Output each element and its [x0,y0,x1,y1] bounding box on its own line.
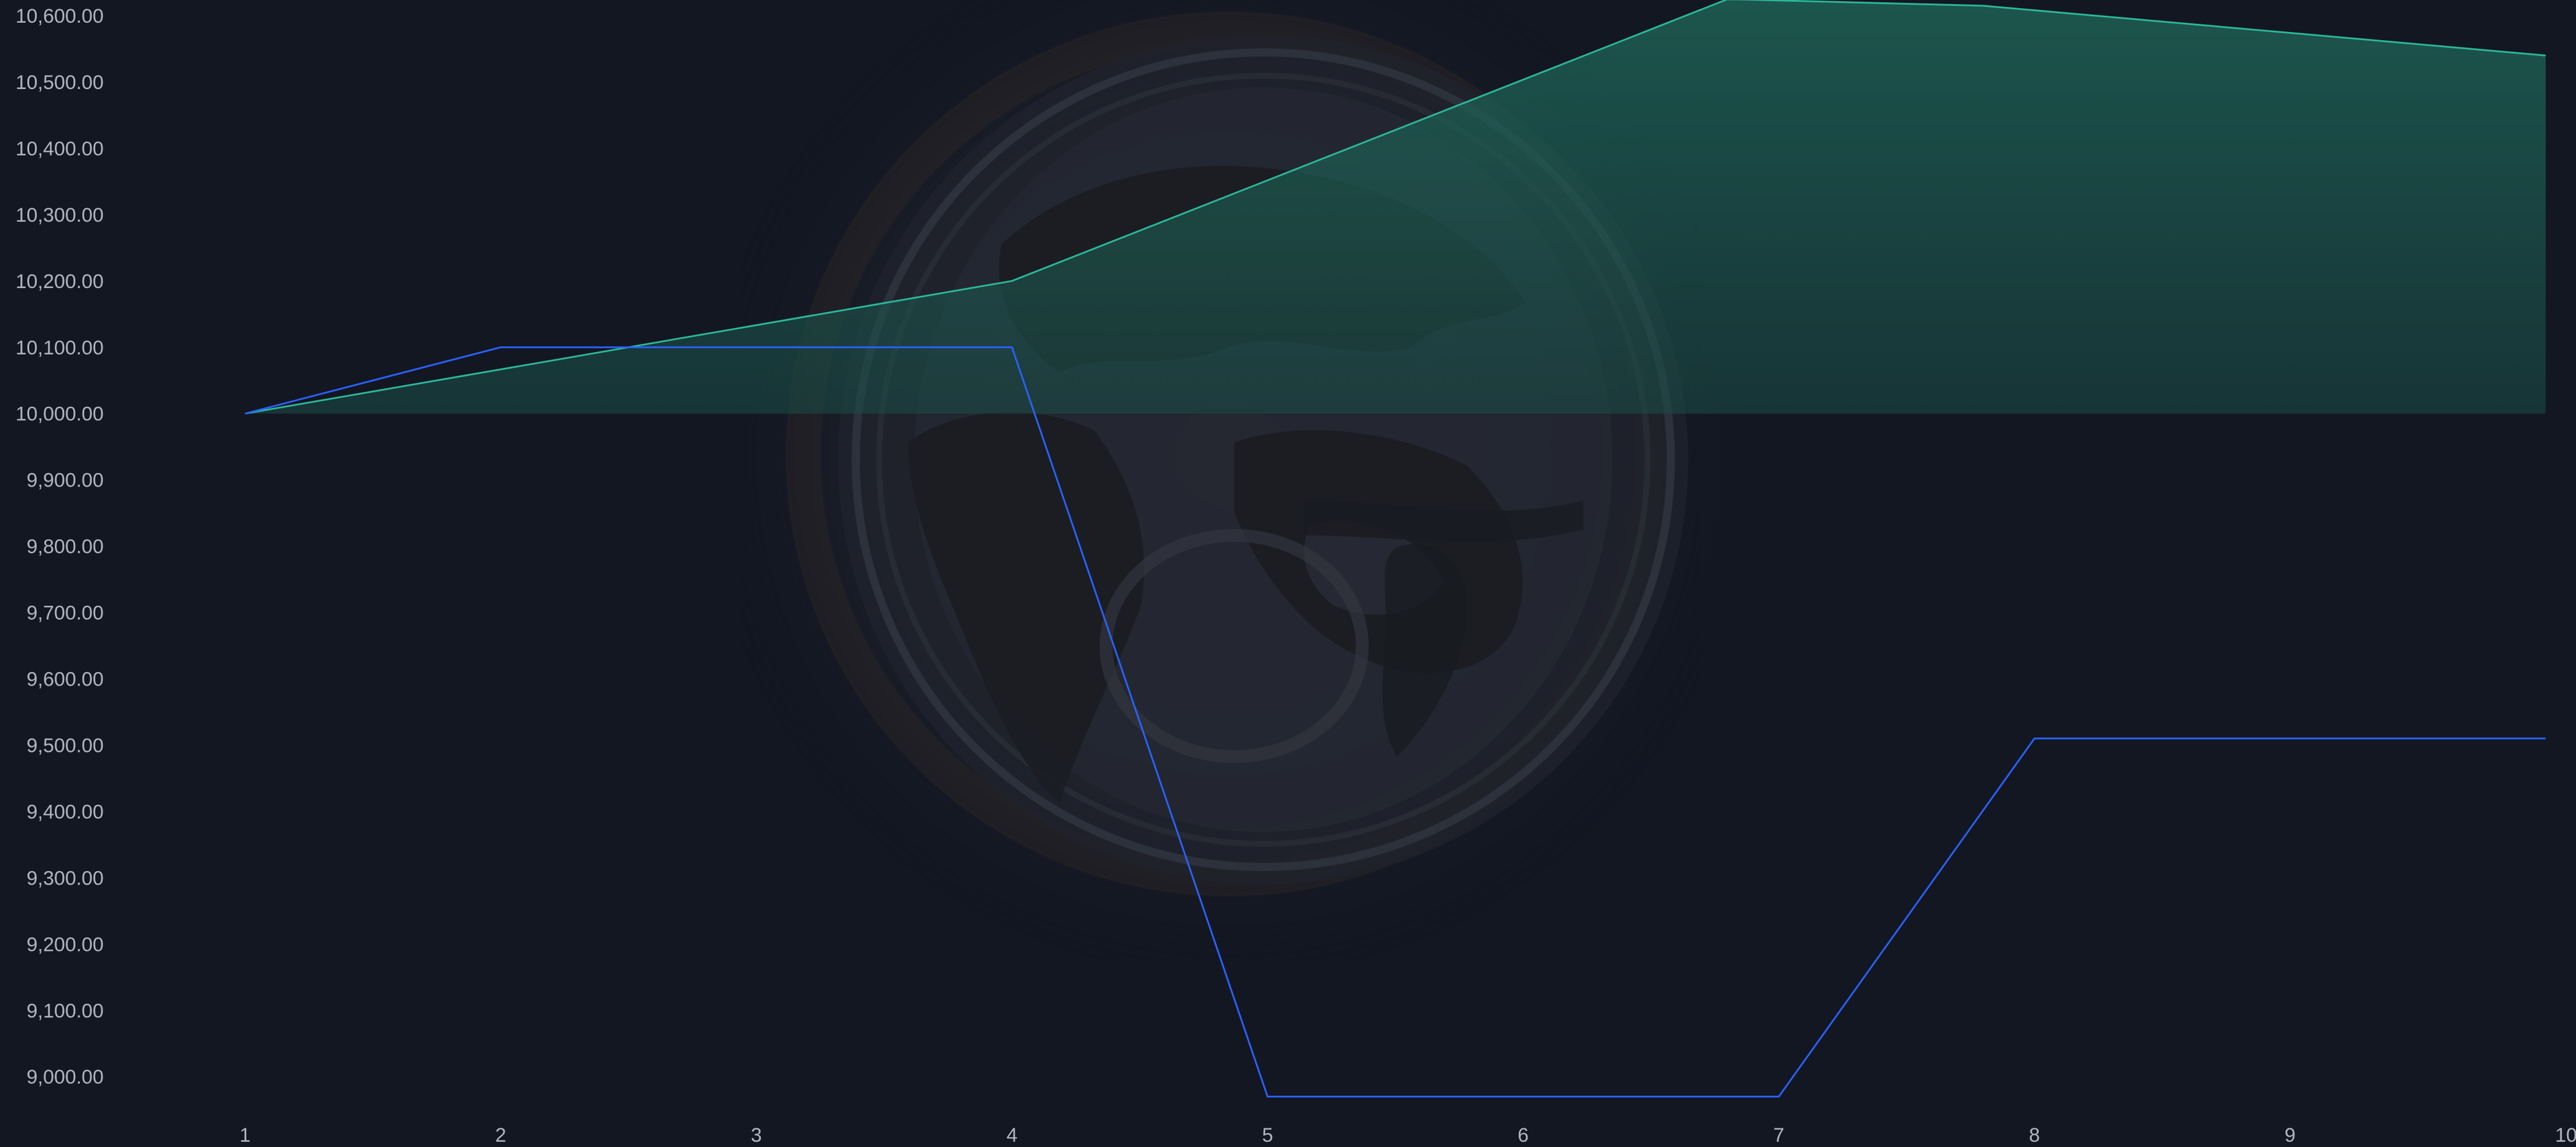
y-tick-label: 9,800.00 [27,536,104,558]
x-tick-label: 1 [240,1124,251,1146]
series-layer [245,0,2546,1098]
x-tick-label: 7 [1773,1124,1784,1146]
x-tick-label: 9 [2284,1124,2295,1146]
y-tick-label: 9,700.00 [27,602,104,624]
y-tick-label: 9,100.00 [27,1000,104,1022]
x-tick-label: 6 [1518,1124,1529,1146]
x-tick-label: 10 [2555,1124,2576,1146]
equity-area-line [245,0,2546,415]
y-tick-label: 9,400.00 [27,801,104,823]
y-axis: 9,000.00 9,100.00 9,200.00 9,300.00 9,400.00… [16,5,104,1088]
y-tick-label: 9,300.00 [27,867,104,889]
x-tick-label: 4 [1007,1124,1018,1146]
x-axis: 1 2 3 4 5 6 7 8 9 10 [240,1124,2576,1146]
y-tick-label: 9,600.00 [27,669,104,691]
y-tick-label: 10,200.00 [16,271,104,293]
y-tick-label: 9,900.00 [27,470,104,492]
y-tick-label: 10,100.00 [16,337,104,359]
y-tick-label: 9,000.00 [27,1066,104,1088]
y-tick-label: 10,000.00 [16,403,104,425]
y-tick-label: 10,300.00 [16,204,104,226]
x-tick-label: 3 [751,1124,762,1146]
x-tick-label: 2 [495,1124,506,1146]
y-tick-label: 10,600.00 [16,5,104,27]
equity-area-fill [245,0,2546,414]
y-tick-label: 9,200.00 [27,933,104,956]
x-tick-label: 8 [2029,1124,2040,1146]
y-tick-label: 10,400.00 [16,138,104,160]
y-tick-label: 9,500.00 [27,734,104,757]
y-tick-label: 10,500.00 [16,72,104,94]
x-tick-label: 5 [1262,1124,1273,1146]
